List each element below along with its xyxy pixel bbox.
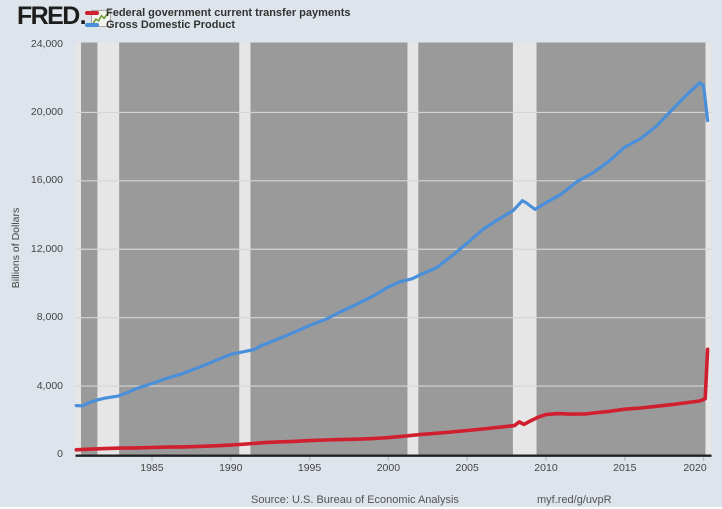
y-axis-tick-labels: 0 4,000 8,000 12,000 16,000 20,000 24,000	[0, 0, 63, 509]
x-axis-tick-labels: 1985 1990 1995 2000 2005 2010 2015 2020	[0, 462, 722, 476]
y-tick-label: 24,000	[30, 37, 63, 50]
legend-swatch-red	[85, 11, 99, 15]
legend-label: Gross Domestic Product	[106, 18, 235, 31]
y-tick-label: 16,000	[30, 174, 63, 187]
fred-logo-dot: .	[79, 2, 87, 30]
x-tick-label: 2020	[683, 462, 707, 474]
x-tick-label: 1995	[297, 462, 322, 474]
transfer-payments-line-series	[74, 347, 710, 452]
permalink-link[interactable]: myf.red/g/uvpR	[537, 494, 612, 506]
x-tick-label: 2000	[376, 462, 401, 474]
y-tick-label: 20,000	[30, 105, 63, 118]
legend-swatch-blue	[85, 23, 99, 27]
legend-item-gdp: Gross Domestic Product	[85, 19, 351, 31]
x-tick-label: 1985	[140, 462, 164, 474]
y-tick-label: 4,000	[36, 379, 63, 392]
chart-legend: Federal government current transfer paym…	[85, 7, 351, 31]
fred-logo-text: FRED	[17, 2, 80, 30]
x-tick-label: 2015	[613, 462, 637, 474]
fred-logo[interactable]: FRED.	[17, 4, 111, 29]
y-tick-label: 0	[57, 448, 63, 460]
gdp-line-series	[74, 81, 710, 408]
x-tick-label: 1990	[219, 462, 243, 474]
bottom-edge-strip	[0, 507, 722, 509]
legend-item-transfer-payments: Federal government current transfer paym…	[85, 7, 351, 19]
source-text: Source: U.S. Bureau of Economic Analysis	[251, 494, 459, 506]
x-tick-label: 2005	[455, 462, 479, 474]
y-tick-label: 8,000	[36, 311, 63, 324]
legend-label: Federal government current transfer paym…	[106, 6, 351, 19]
x-tick-label: 2010	[534, 462, 558, 474]
y-tick-label: 12,000	[30, 242, 63, 255]
